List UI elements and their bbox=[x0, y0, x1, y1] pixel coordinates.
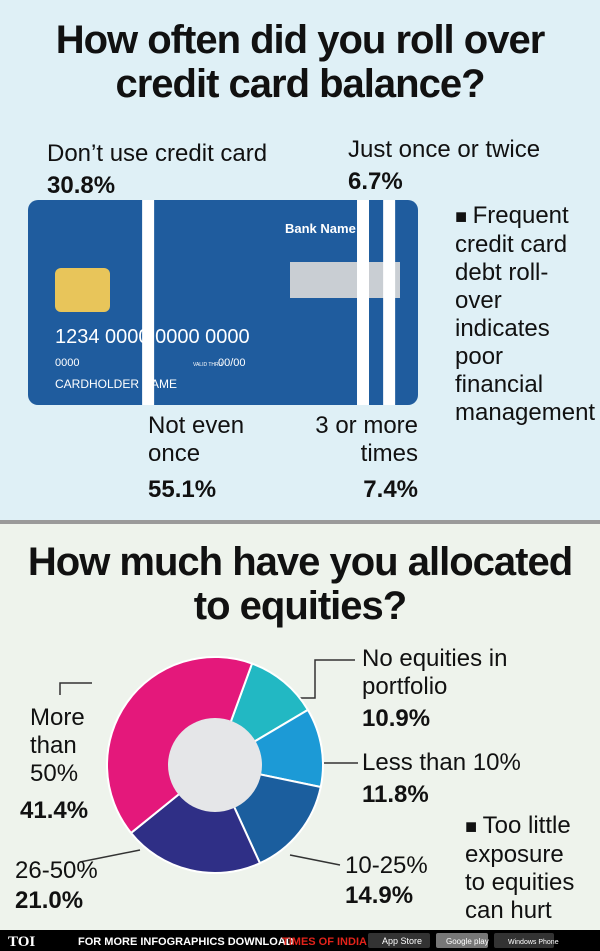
donut bbox=[106, 656, 324, 874]
badge bbox=[368, 933, 430, 948]
value-label: 21.0% bbox=[15, 887, 84, 914]
badge-text: Windows Phone bbox=[508, 939, 559, 946]
badge bbox=[436, 933, 488, 948]
segment bbox=[148, 200, 364, 405]
title: How often did you roll over credit card … bbox=[55, 18, 546, 106]
strip bbox=[142, 200, 155, 405]
note: Too little exposure to equities can hurt bbox=[465, 812, 590, 925]
value-label: 55.1% bbox=[148, 476, 217, 503]
card-text: VALID THRU bbox=[193, 362, 223, 368]
label: Less than 10% bbox=[362, 749, 521, 776]
value-label: 41.4% bbox=[20, 797, 89, 824]
slice bbox=[129, 763, 262, 874]
leader bbox=[79, 849, 141, 863]
card-text: 00/00 bbox=[218, 357, 246, 369]
donut-hole bbox=[168, 718, 262, 812]
leader bbox=[289, 854, 341, 866]
label: Just once or twice bbox=[348, 136, 541, 163]
chip bbox=[55, 268, 110, 312]
value-label: 10.9% bbox=[362, 705, 431, 732]
label: 26-50% bbox=[15, 857, 98, 884]
footer-app: TIMES OF INDIA APP bbox=[282, 936, 392, 948]
value-label: 14.9% bbox=[345, 882, 414, 909]
label: Not even once bbox=[148, 412, 245, 467]
badge-text: App Store bbox=[382, 936, 422, 946]
leader bbox=[295, 659, 355, 699]
label: 10-25% bbox=[345, 852, 428, 879]
badge bbox=[494, 933, 554, 948]
divider bbox=[0, 520, 600, 524]
hologram bbox=[290, 262, 400, 298]
label: 3 or more times bbox=[315, 412, 418, 467]
badge-text: Google play bbox=[446, 937, 489, 946]
leader bbox=[59, 682, 92, 695]
card-text: 0000 bbox=[55, 357, 79, 369]
value-label: 11.8% bbox=[362, 781, 429, 808]
title: How much have you allocated to equities? bbox=[27, 540, 573, 628]
value-label: 7.4% bbox=[363, 476, 418, 503]
strip bbox=[357, 200, 370, 405]
label: No equities in portfolio bbox=[362, 645, 508, 700]
card-text: Bank Name bbox=[285, 221, 356, 236]
value-label: 6.7% bbox=[348, 168, 403, 195]
label: More than 50% bbox=[30, 704, 85, 787]
card-text: CARDHOLDER NAME bbox=[55, 377, 177, 391]
brand: TOI bbox=[8, 934, 35, 950]
note: Frequent credit card debt roll-over indi… bbox=[455, 202, 595, 427]
strip bbox=[383, 200, 396, 405]
value-label: 30.8% bbox=[47, 172, 116, 199]
footer-text: FOR MORE INFOGRAPHICS DOWNLOAD bbox=[78, 936, 294, 948]
label: Don’t use credit card bbox=[47, 140, 268, 167]
